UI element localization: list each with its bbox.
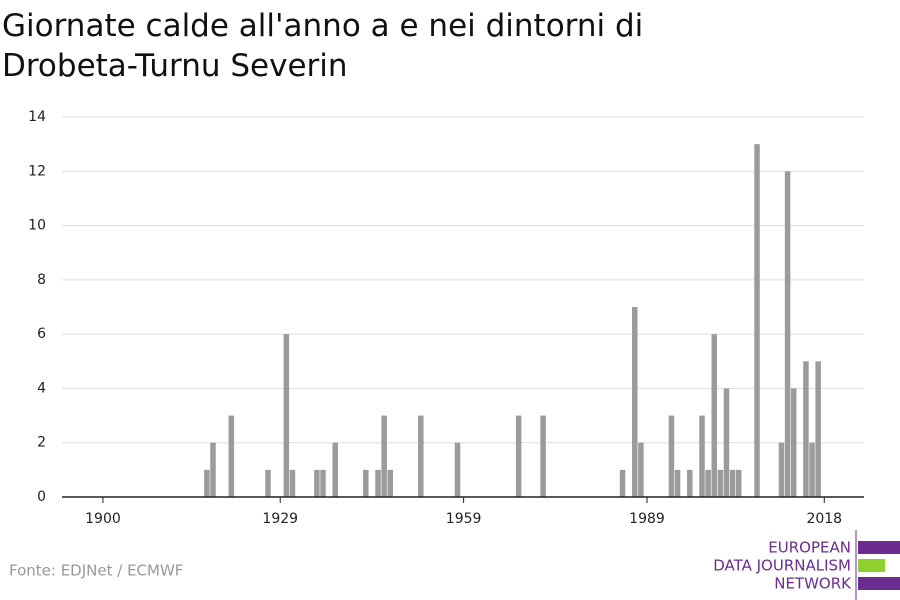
- source: Fonte: EDJNet / ECMWF: [9, 562, 183, 580]
- logo-bar: [858, 559, 885, 572]
- x-tick-label: 1929: [262, 511, 298, 527]
- bar: [711, 334, 717, 497]
- bar: [699, 415, 705, 497]
- bar: [619, 469, 626, 497]
- bar: [387, 469, 394, 497]
- bar: [729, 469, 736, 497]
- bar: [314, 469, 320, 497]
- bar: [790, 388, 797, 497]
- logo-text: NETWORK: [774, 575, 852, 593]
- bar: [778, 442, 785, 497]
- logo-bar: [858, 577, 900, 590]
- bar: [803, 361, 809, 497]
- bar: [515, 415, 522, 497]
- x-tick-label: 1989: [629, 511, 665, 527]
- x-tick-label: 1900: [85, 511, 121, 527]
- bar: [289, 469, 296, 497]
- logo-text: EUROPEAN: [768, 539, 851, 557]
- bar: [283, 334, 290, 497]
- bar: [809, 442, 815, 497]
- x-tick-label: 1959: [446, 511, 482, 527]
- bar: [265, 469, 271, 497]
- bar: [381, 415, 387, 497]
- bar: [418, 415, 424, 497]
- bar: [540, 415, 546, 497]
- y-tick-label: 10: [28, 218, 46, 234]
- y-tick-label: 2: [37, 435, 46, 451]
- bar: [735, 469, 742, 497]
- bar: [228, 415, 235, 497]
- y-tick-label: 8: [37, 272, 46, 288]
- bar: [632, 307, 638, 497]
- bar: [784, 171, 791, 498]
- logo-bar: [858, 541, 900, 554]
- y-tick-label: 0: [37, 489, 46, 505]
- bar: [754, 144, 760, 497]
- bar: [674, 469, 681, 497]
- chart-title: Giornate calde all'anno a e nei dintorni…: [2, 8, 644, 84]
- bar: [320, 469, 326, 497]
- bar: [454, 442, 461, 497]
- bar: [363, 469, 369, 497]
- bar: [717, 469, 724, 497]
- bar: [210, 442, 216, 497]
- bar: [705, 469, 711, 497]
- y-tick-label: 14: [28, 109, 46, 125]
- logo-text: DATA JOURNALISM: [713, 557, 851, 575]
- x-tick-label: 2018: [806, 511, 842, 527]
- bar: [815, 361, 821, 497]
- y-tick-label: 6: [37, 326, 46, 342]
- bar: [687, 469, 693, 497]
- bar: [668, 415, 675, 497]
- bar: [375, 469, 381, 497]
- bar: [723, 388, 730, 497]
- y-tick-label: 12: [28, 163, 46, 179]
- bar: [332, 442, 338, 497]
- bar: [204, 469, 210, 497]
- y-tick-label: 4: [37, 380, 46, 396]
- bar: [638, 442, 644, 497]
